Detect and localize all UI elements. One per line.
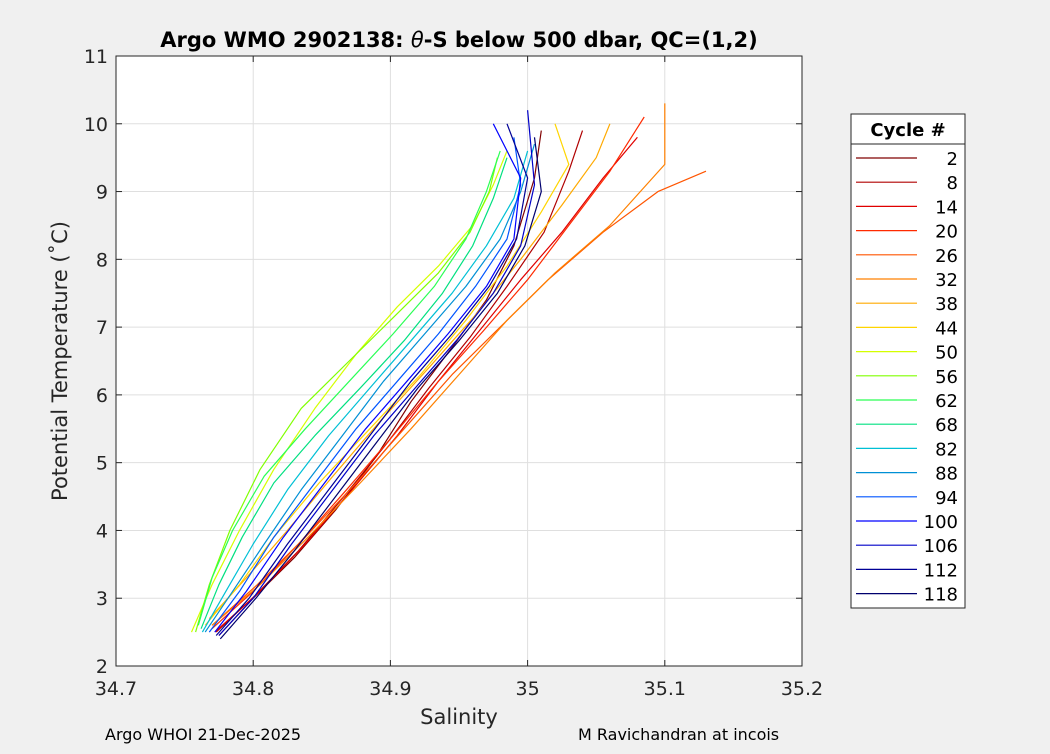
footer-right: M Ravichandran at incois — [578, 725, 779, 744]
legend-label-cycle-68: 68 — [935, 415, 958, 436]
legend-label-cycle-94: 94 — [935, 488, 958, 509]
y-tick-label: 6 — [96, 385, 108, 407]
y-tick-label: 2 — [96, 656, 108, 678]
legend-label-cycle-32: 32 — [935, 270, 958, 291]
x-tick-label: 34.7 — [95, 678, 137, 700]
series-line-cycle-26 — [211, 170, 707, 626]
legend-label-cycle-112: 112 — [924, 560, 958, 581]
series-line-cycle-88 — [204, 143, 536, 633]
x-tick-label: 35.1 — [644, 678, 686, 700]
x-tick-label: 35.2 — [781, 678, 823, 700]
y-tick-label: 3 — [96, 588, 108, 610]
legend-label-cycle-118: 118 — [924, 585, 958, 606]
legend-label-cycle-26: 26 — [935, 246, 958, 267]
x-tick-label: 34.9 — [369, 678, 411, 700]
x-tick-label: 34.8 — [232, 678, 274, 700]
x-tick-labels: 34.7 34.8 34.9 35 35.1 35.2 — [95, 678, 823, 700]
y-tick-label: 11 — [84, 46, 108, 68]
series-line-cycle-112 — [215, 123, 529, 636]
series-line-cycle-20 — [211, 116, 645, 630]
legend-label-cycle-56: 56 — [935, 367, 958, 388]
y-tick-label: 8 — [96, 249, 108, 271]
legend-box — [850, 113, 966, 609]
legend-label-cycle-106: 106 — [924, 536, 958, 557]
legend-label-cycle-2: 2 — [947, 149, 958, 170]
legend-label-cycle-62: 62 — [935, 391, 958, 412]
series-line-cycle-56 — [195, 157, 498, 633]
chart-title: Argo WMO 2902138: θ-S below 500 dbar, QC… — [160, 28, 757, 52]
series-line-cycle-62 — [197, 150, 501, 626]
legend: Cycle # 2 8 14 20 26 32 38 44 50 56 62 68 82 88 94 100 1… — [850, 113, 966, 609]
y-axis-label: Potential Temperature (˚C) — [48, 221, 72, 501]
y-tick-labels: 2 3 4 5 6 7 8 9 10 11 — [84, 46, 108, 678]
legend-label-cycle-44: 44 — [935, 318, 958, 339]
series-line-cycle-44 — [204, 123, 570, 626]
y-tick-label: 9 — [96, 182, 108, 204]
series-line-cycle-118 — [219, 137, 542, 640]
footer-left: Argo WHOI 21-Dec-2025 — [105, 725, 301, 744]
series-group — [190, 103, 707, 640]
series-line-cycle-68 — [200, 157, 508, 629]
x-tick-label: 35 — [516, 678, 540, 700]
series-line-cycle-2 — [218, 130, 542, 636]
legend-label-cycle-88: 88 — [935, 464, 958, 485]
legend-label-cycle-8: 8 — [947, 173, 958, 194]
legend-items: 2 8 14 20 26 32 38 44 50 56 62 68 82 88 94 100 106 112 118 — [856, 149, 958, 606]
y-tick-label: 5 — [96, 453, 108, 475]
plot-border — [115, 55, 803, 667]
legend-label-cycle-20: 20 — [935, 222, 958, 243]
series-line-cycle-106 — [218, 110, 536, 636]
y-tick-label: 4 — [96, 520, 108, 542]
legend-label-cycle-14: 14 — [935, 197, 958, 218]
legend-label-cycle-82: 82 — [935, 439, 958, 460]
y-tick-label: 7 — [96, 317, 108, 339]
legend-label-cycle-100: 100 — [924, 512, 958, 533]
series-line-cycle-82 — [201, 150, 529, 633]
legend-label-cycle-50: 50 — [935, 343, 958, 364]
legend-label-cycle-38: 38 — [935, 294, 958, 315]
x-axis-label: Salinity — [420, 705, 498, 729]
plot-area — [116, 56, 802, 666]
series-line-cycle-94 — [208, 137, 522, 633]
ticks-group — [115, 55, 803, 667]
series-line-cycle-100 — [214, 123, 522, 633]
series-line-cycle-38 — [208, 123, 611, 620]
legend-title: Cycle # — [870, 120, 945, 141]
y-tick-label: 10 — [84, 114, 108, 136]
